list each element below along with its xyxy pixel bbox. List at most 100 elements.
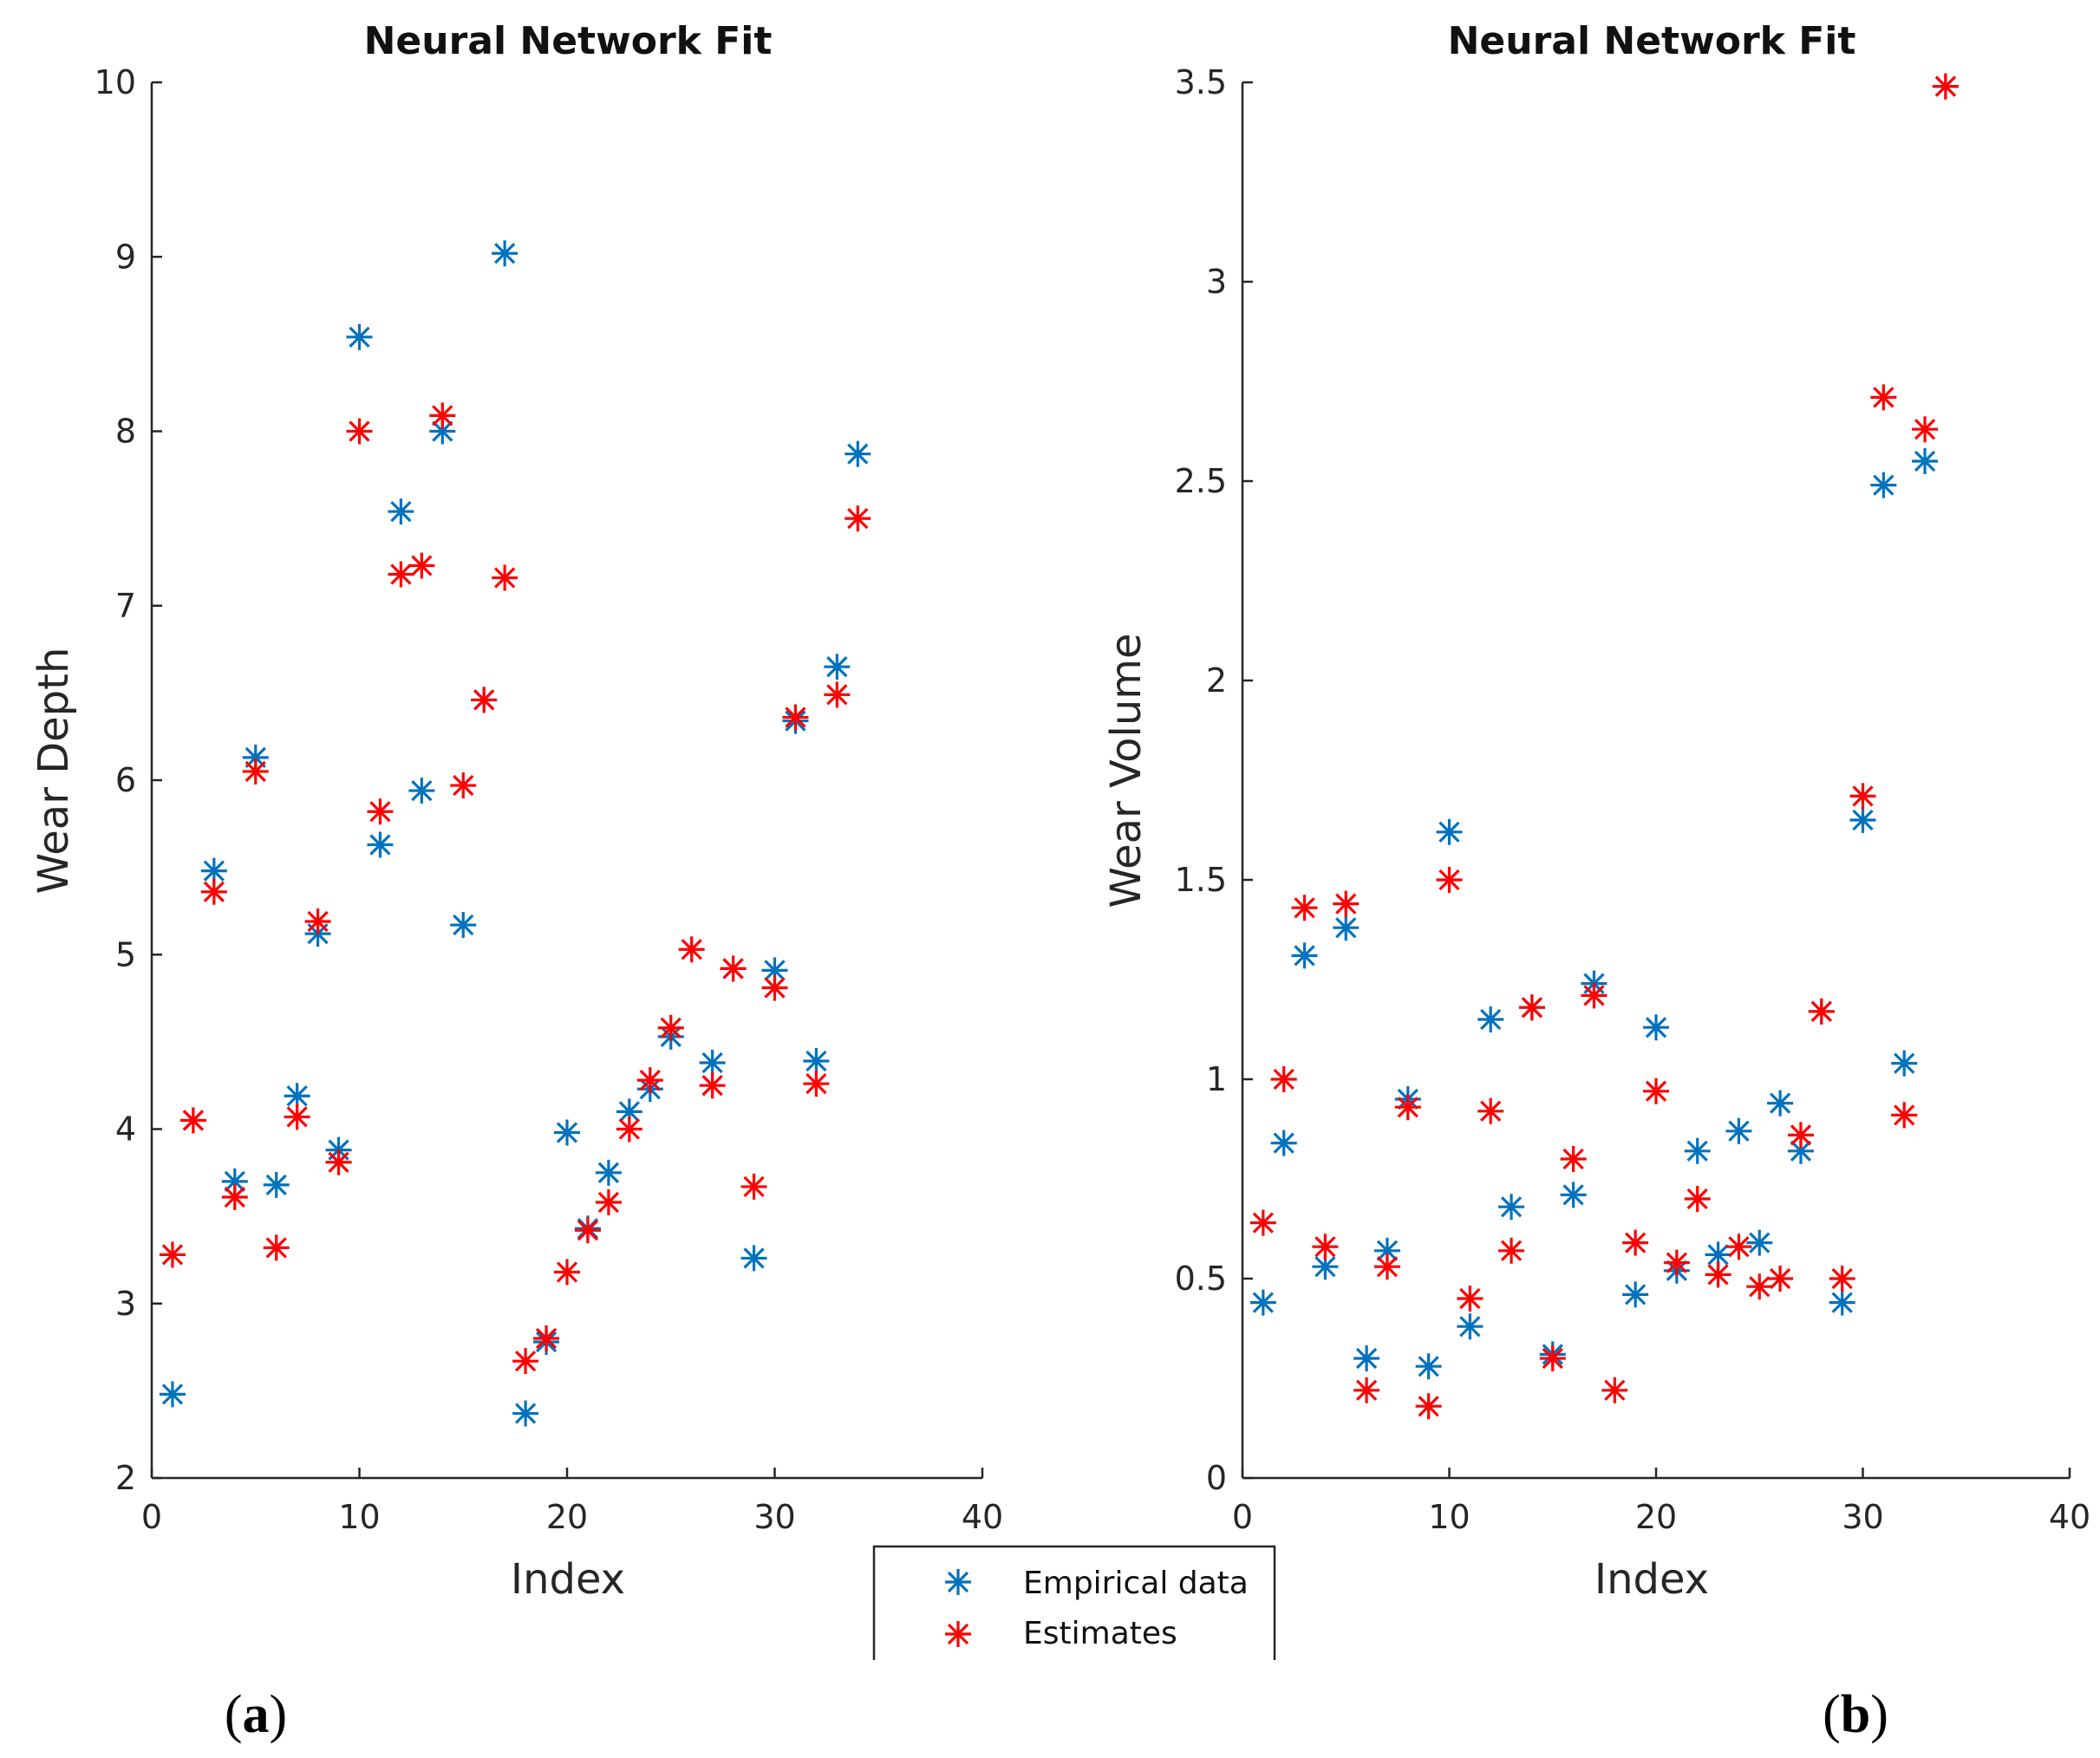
- chart-b-estimate-marker: [1436, 867, 1463, 893]
- chart-a-empirical-marker: [616, 1098, 642, 1125]
- chart-b-ytick-label: 0: [1206, 1459, 1227, 1497]
- chart-a-estimate-marker: [346, 418, 373, 445]
- chart-b-empirical-marker: [1415, 1353, 1442, 1380]
- chart-b-ytick-label: 0.5: [1175, 1260, 1227, 1298]
- chart-b-empirical-marker: [1560, 1182, 1587, 1208]
- chart-a-xtick-label: 40: [962, 1498, 1003, 1536]
- chart-b-estimate-marker: [1457, 1286, 1484, 1312]
- chart-b-empirical-marker: [1436, 818, 1463, 845]
- chart-b-estimate-marker: [1705, 1261, 1732, 1288]
- chart-b-estimate-marker: [1808, 998, 1835, 1025]
- panel-label-a: (a): [225, 1685, 287, 1744]
- chart-b-estimate-marker: [1333, 890, 1360, 917]
- chart-a-title: Neural Network Fit: [364, 19, 773, 63]
- chart-a-estimate-marker: [657, 1014, 684, 1041]
- chart-b-empirical-marker: [1498, 1194, 1525, 1221]
- chart-b-estimate-marker: [1539, 1345, 1566, 1371]
- chart-b-ytick-label: 3.5: [1175, 63, 1227, 101]
- chart-a-estimate-marker: [720, 955, 747, 982]
- chart-a-empirical-marker: [429, 418, 456, 445]
- chart-a-ylabel: Wear Depth: [29, 648, 78, 895]
- chart-a-estimate-marker: [616, 1116, 642, 1143]
- chart-b-empirical-marker: [1912, 448, 1939, 474]
- chart-a-estimate-marker: [429, 402, 456, 429]
- chart-b-empirical-marker: [1870, 472, 1897, 498]
- chart-a-xtick-label: 10: [338, 1498, 380, 1536]
- chart-b-estimate-marker: [1787, 1122, 1814, 1149]
- chart-b-estimate-marker: [1270, 1066, 1297, 1092]
- chart-a-estimate-marker: [554, 1259, 580, 1286]
- chart-a-empirical-marker: [159, 1381, 186, 1408]
- chart-b-ytick-label: 3: [1206, 263, 1227, 301]
- chart-b-empirical-marker: [1725, 1117, 1752, 1144]
- chart-a-empirical-marker: [824, 654, 851, 680]
- chart-b-estimate-marker: [1767, 1266, 1794, 1292]
- chart-a-estimate-marker: [263, 1234, 290, 1261]
- chart-b-estimate-marker: [1394, 1094, 1421, 1121]
- chart-a-ytick-label: 9: [115, 238, 136, 276]
- legend-star: [945, 1569, 971, 1595]
- chart-b-empirical-marker: [1457, 1313, 1484, 1340]
- chart-a-estimate-marker: [221, 1183, 248, 1210]
- chart-a-empirical-marker: [367, 831, 394, 858]
- chart-b-estimate-marker: [1581, 982, 1608, 1009]
- chart-b-estimate-marker: [1415, 1393, 1442, 1420]
- chart-b-empirical-marker: [1249, 1289, 1276, 1316]
- chart-a-estimate-marker: [284, 1104, 310, 1130]
- chart-a-estimate-marker: [200, 878, 227, 905]
- chart-a-estimate-marker: [471, 687, 498, 713]
- chart-a-empirical-marker: [242, 744, 269, 771]
- chart-a-wear-depth: Neural Network Fit Wear Depth Index 2 3 4 5…: [29, 19, 1003, 1604]
- chart-b-empirical-marker: [1333, 915, 1360, 941]
- chart-b-estimate-marker: [1477, 1097, 1504, 1124]
- chart-a-estimate-marker: [845, 505, 871, 532]
- chart-a-empirical-marker: [740, 1245, 767, 1272]
- chart-a-empirical-marker: [408, 778, 435, 804]
- chart-b-empirical-marker: [1373, 1237, 1400, 1264]
- chart-b-estimate-marker: [1829, 1266, 1855, 1292]
- chart-b-empirical-marker: [1270, 1130, 1297, 1156]
- chart-a-estimate-marker: [574, 1217, 601, 1244]
- legend-label-empirical: Empirical data: [1023, 1566, 1249, 1601]
- chart-a-empirical-marker: [284, 1083, 310, 1110]
- chart-b-estimate-marker: [1518, 994, 1545, 1021]
- chart-a-estimate-marker: [740, 1173, 767, 1200]
- chart-b-empirical-marker: [1829, 1289, 1855, 1316]
- chart-b-marks: [1249, 73, 1959, 1420]
- chart-a-ytick-label: 5: [115, 935, 136, 973]
- chart-a-estimate-marker: [699, 1072, 726, 1099]
- chart-b-xtick-label: 40: [2049, 1498, 2090, 1536]
- panel-label-b-close: ): [1870, 1685, 1888, 1744]
- chart-a-estimate-marker: [824, 681, 851, 708]
- chart-a-estimate-marker: [492, 564, 518, 591]
- chart-b-estimate-marker: [1870, 384, 1897, 411]
- chart-b-estimate-marker: [1663, 1249, 1690, 1276]
- chart-a-empirical-marker: [388, 498, 414, 525]
- chart-b-xtick-label: 20: [1635, 1498, 1677, 1536]
- chart-a-empirical-marker: [200, 857, 227, 884]
- chart-b-estimate-marker: [1498, 1237, 1525, 1264]
- chart-a-ytick-label: 7: [115, 587, 136, 625]
- chart-b-title: Neural Network Fit: [1448, 19, 1856, 63]
- chart-b-empirical-marker: [1477, 1006, 1504, 1032]
- chart-a-estimate-marker: [533, 1325, 560, 1351]
- legend-star: [945, 1621, 971, 1647]
- chart-a-empirical-marker: [512, 1400, 539, 1427]
- chart-a-ytick-label: 4: [115, 1110, 136, 1149]
- chart-a-empirical-marker: [554, 1119, 580, 1146]
- chart-b-empirical-marker: [1684, 1137, 1711, 1164]
- chart-a-estimate-marker: [761, 974, 788, 1001]
- chart-b-xtick-label: 30: [1842, 1498, 1883, 1536]
- chart-b-empirical-marker: [1746, 1229, 1773, 1256]
- chart-a-empirical-marker: [699, 1050, 726, 1077]
- chart-a-estimate-marker: [678, 936, 705, 963]
- chart-b-empirical-marker: [1622, 1281, 1649, 1308]
- chart-a-ytick-label: 3: [115, 1285, 136, 1323]
- chart-b-empirical-marker: [1849, 807, 1876, 833]
- panel-label-b-open: (: [1823, 1685, 1841, 1744]
- chart-a-estimate-marker: [408, 552, 435, 579]
- chart-b-estimate-marker: [1725, 1234, 1752, 1260]
- chart-b-ticks: 0 0.5 1 1.5 2 2.5 3 3.5 0 10 20 30 40: [1175, 63, 2091, 1536]
- chart-a-estimate-marker: [325, 1149, 352, 1175]
- chart-b-estimate-marker: [1746, 1273, 1773, 1300]
